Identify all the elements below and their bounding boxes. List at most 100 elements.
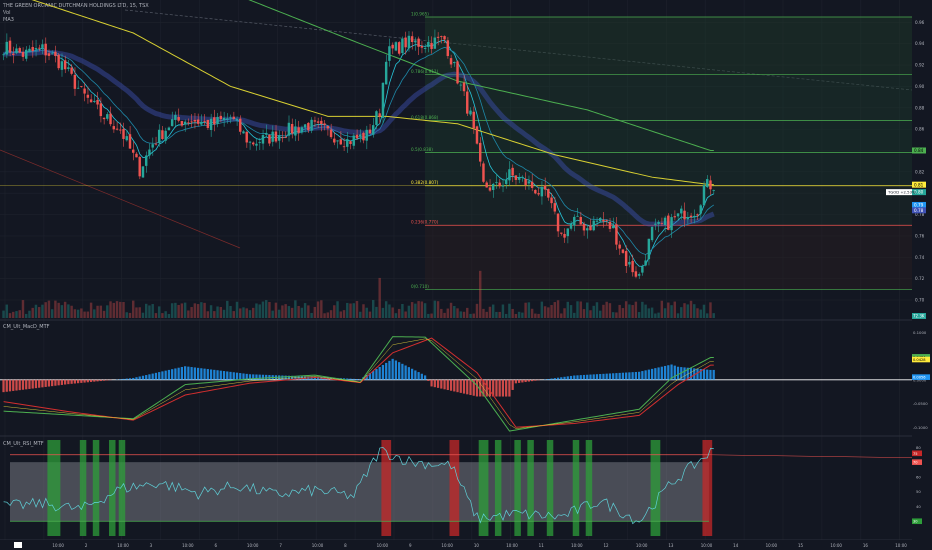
macd-histogram-bar [193, 367, 196, 380]
candle-body [712, 190, 715, 191]
volume-bar [151, 304, 154, 318]
volume-bar [381, 307, 385, 318]
candle-body [80, 86, 83, 87]
price-tag [912, 147, 926, 154]
time-tick-label: 10:00 [377, 543, 389, 548]
macd-histogram-bar [8, 379, 12, 392]
macd-histogram-bar [213, 369, 216, 380]
volume-bar [258, 304, 261, 318]
volume-bar [683, 303, 686, 318]
rsi-oversold-zone [47, 440, 61, 536]
macd-histogram-bar [2, 379, 5, 393]
macd-histogram-bar [427, 379, 430, 381]
volume-bar [50, 309, 54, 318]
candle-body [414, 40, 417, 43]
price-tag [912, 201, 926, 208]
volume-bar [495, 311, 498, 318]
candle-body [589, 226, 592, 231]
candle-body [586, 228, 589, 231]
volume-bar [157, 306, 161, 318]
volume-bar [696, 308, 699, 318]
volume-bar [167, 313, 171, 318]
volume-bar [297, 306, 300, 318]
macd-histogram-bar [505, 379, 508, 397]
candle-body [287, 122, 291, 136]
candle-body [141, 166, 145, 178]
macd-histogram-bar [102, 379, 106, 381]
time-tick-label: 10:00 [52, 543, 64, 548]
macd-histogram-bar [300, 376, 303, 380]
macd-histogram-bar [566, 376, 569, 380]
macd-histogram-bar [495, 379, 498, 397]
macd-histogram-bar [498, 379, 501, 397]
candle-body [501, 185, 505, 187]
time-tick-label: 13 [668, 543, 674, 548]
macd-histogram-bar [670, 364, 673, 380]
macd-histogram-bar [252, 374, 255, 380]
macd-histogram-bar [242, 373, 245, 380]
candle-body [41, 44, 44, 48]
volume-bar [667, 302, 670, 318]
candle-body [60, 61, 64, 70]
time-tick-label: 10:00 [701, 543, 713, 548]
volume-bar [106, 305, 109, 318]
candle-body [112, 126, 115, 130]
candle-body [255, 143, 258, 146]
macd-histogram-bar [5, 379, 8, 392]
volume-bar [553, 302, 557, 318]
volume-bar [268, 302, 271, 318]
macd-histogram-bar [430, 379, 433, 387]
macd-histogram-bar [106, 379, 109, 381]
volume-bar [641, 301, 644, 318]
macd-histogram-bar [599, 374, 602, 380]
volume-bar [540, 301, 544, 318]
volume-bar [391, 307, 394, 318]
volume-bar [378, 277, 381, 318]
price-tick-label: 0.74 [915, 255, 925, 260]
candle-body [8, 40, 12, 53]
volume-bar [709, 302, 712, 318]
volume-bar [433, 300, 437, 318]
volume-bar [420, 301, 424, 318]
volume-bar [25, 313, 28, 318]
rsi-oversold-zone [650, 440, 661, 536]
macd-histogram-bar [174, 368, 177, 380]
candle-body [430, 42, 433, 49]
macd-histogram-bar [222, 371, 226, 380]
rsi-line [3, 447, 714, 525]
volume-bar [232, 311, 235, 318]
volume-bar [388, 304, 391, 318]
price-tick-label: 0.72 [915, 276, 925, 281]
rsi-oversold-zone [118, 440, 126, 536]
macd-histogram-bar [479, 379, 482, 397]
candle-body [482, 163, 485, 182]
candle-body [631, 260, 634, 273]
price-tag-label: 0.80 [914, 190, 924, 195]
volume-bar [702, 304, 706, 318]
macd-histogram-bar [287, 375, 291, 380]
fib-level-label: 0.382(0.807) [411, 180, 439, 185]
volume-bar [472, 313, 475, 318]
macd-histogram-bar [148, 374, 151, 380]
volume-bar [670, 305, 673, 318]
volume-bar [611, 312, 615, 318]
macd-histogram-bar [618, 372, 621, 380]
volume-tag [912, 313, 926, 319]
time-tick-label: 11 [539, 543, 545, 548]
volume-bar [336, 301, 339, 318]
candle-body [440, 36, 443, 37]
candle-body [579, 217, 582, 225]
volume-bar [122, 301, 125, 318]
volume-bar [501, 304, 505, 318]
candle-body [485, 182, 488, 188]
macd-histogram-bar [67, 379, 70, 385]
macd-histogram-bar [706, 369, 709, 380]
candle-body [469, 110, 472, 115]
volume-bar [355, 300, 359, 318]
macd-histogram-bar [138, 376, 141, 380]
volume-bar [605, 301, 608, 318]
volume-tag-label: 72.3K [913, 314, 925, 319]
volume-bar [618, 304, 621, 318]
